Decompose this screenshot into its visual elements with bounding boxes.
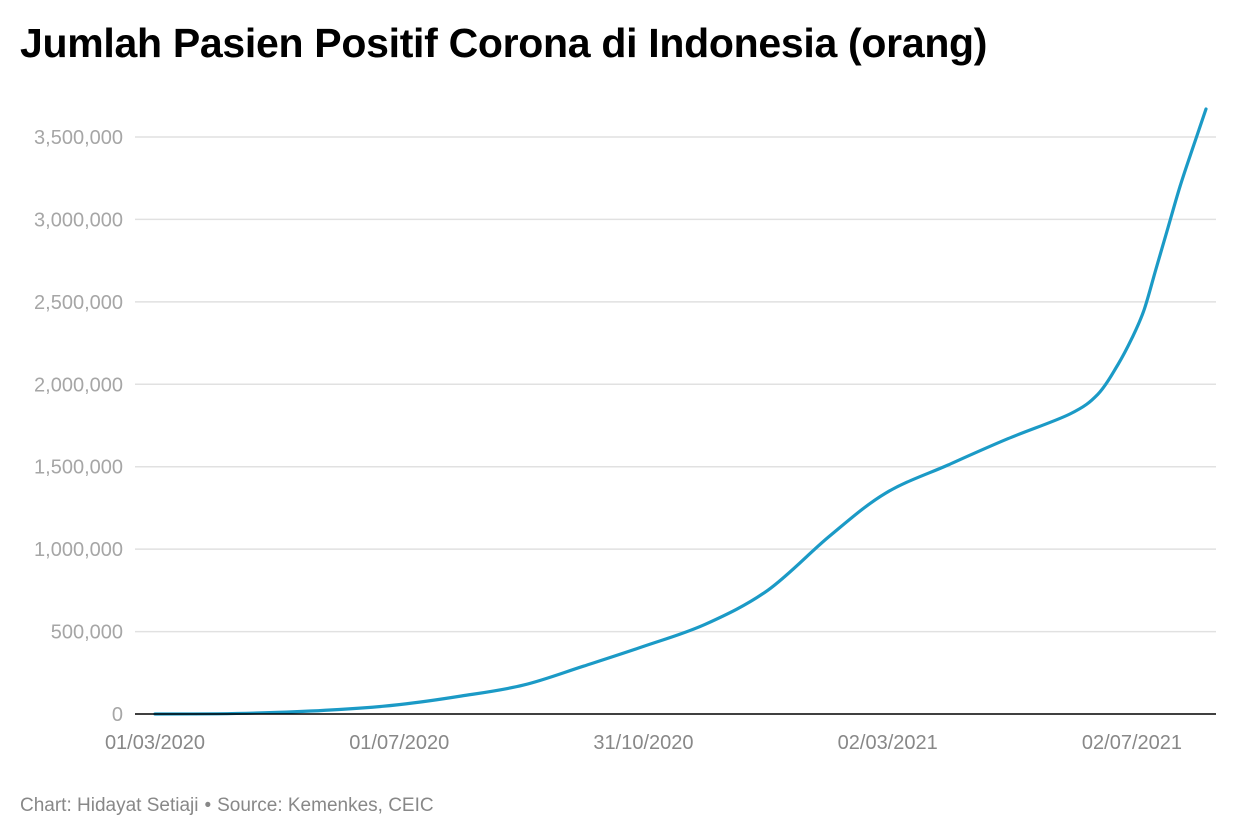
series-line (153, 107, 1208, 716)
y-tick-label: 500,000 (51, 622, 123, 644)
chart-title: Jumlah Pasien Positif Corona di Indonesi… (20, 20, 988, 66)
y-tick-label: 0 (112, 704, 123, 726)
x-tick-label: 01/03/2020 (105, 732, 205, 754)
chart-footer: Chart: Hidayat Setiaji • Source: Kemenkes,… (20, 795, 434, 817)
footer-separator: • (204, 795, 212, 816)
x-tick-label: 02/03/2021 (838, 732, 938, 754)
y-tick-label: 1,000,000 (34, 539, 123, 561)
y-tick-label: 3,500,000 (34, 127, 123, 149)
credit-text: Chart: Hidayat Setiaji (20, 795, 199, 816)
y-tick-label: 1,500,000 (34, 457, 123, 479)
source-text: Source: Kemenkes, CEIC (217, 795, 434, 816)
x-tick-label: 01/07/2020 (349, 732, 449, 754)
y-tick-label: 3,000,000 (34, 209, 123, 231)
y-tick-label: 2,500,000 (34, 292, 123, 314)
x-tick-label: 31/10/2020 (593, 732, 693, 754)
y-tick-label: 2,000,000 (34, 374, 123, 396)
x-tick-label: 02/07/2021 (1082, 732, 1182, 754)
